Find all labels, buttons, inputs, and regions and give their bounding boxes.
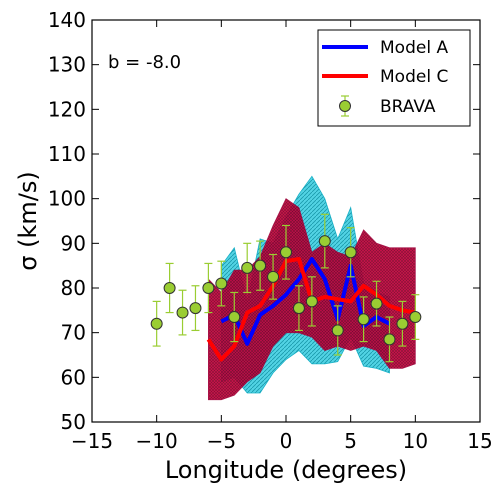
y-tick-label: 80 bbox=[61, 276, 86, 300]
x-tick-label: 5 bbox=[344, 429, 357, 453]
brava-point bbox=[215, 277, 228, 290]
y-tick-label: 140 bbox=[48, 8, 86, 32]
brava-point bbox=[357, 313, 370, 326]
brava-point bbox=[370, 297, 383, 310]
legend-marker-brava bbox=[339, 100, 351, 112]
brava-point bbox=[305, 295, 318, 308]
brava-point bbox=[344, 246, 357, 259]
x-tick-label: 15 bbox=[467, 429, 492, 453]
y-tick-label: 70 bbox=[61, 321, 86, 345]
y-tick-label: 100 bbox=[48, 187, 86, 211]
y-tick-label: 90 bbox=[61, 231, 86, 255]
brava-points bbox=[150, 213, 422, 363]
legend-label-model-c: Model C bbox=[380, 67, 448, 87]
brava-point bbox=[189, 302, 202, 315]
brava-point bbox=[163, 282, 176, 294]
brava-point bbox=[396, 317, 409, 330]
y-tick-label: 60 bbox=[61, 365, 86, 389]
brava-point bbox=[331, 324, 344, 337]
y-tick-label: 130 bbox=[48, 53, 86, 77]
brava-point bbox=[150, 317, 163, 330]
brava-point bbox=[267, 270, 280, 283]
y-tick-label: 110 bbox=[48, 142, 86, 166]
legend-label-brava: BRAVA bbox=[380, 97, 436, 117]
y-axis-label: σ (km/s) bbox=[14, 171, 42, 270]
brava-point bbox=[318, 235, 331, 248]
legend: Model A Model C BRAVA bbox=[317, 29, 471, 127]
x-tick-label: −15 bbox=[71, 429, 113, 453]
brava-point bbox=[241, 261, 254, 274]
brava-point bbox=[383, 333, 396, 346]
x-tick-label: −10 bbox=[136, 429, 178, 453]
x-tick-label: 0 bbox=[280, 429, 293, 453]
x-tick-label: 10 bbox=[403, 429, 428, 453]
brava-point bbox=[228, 311, 241, 324]
x-tick-label: −5 bbox=[207, 429, 236, 453]
brava-point bbox=[202, 282, 215, 294]
x-axis-label: Longitude (degrees) bbox=[165, 456, 407, 484]
brava-point bbox=[176, 306, 189, 319]
y-tick-label: 120 bbox=[48, 97, 86, 121]
legend-label-model-a: Model A bbox=[380, 38, 448, 58]
brava-point bbox=[292, 302, 305, 315]
brava-point bbox=[254, 259, 267, 272]
brava-point bbox=[409, 311, 422, 324]
brava-point bbox=[280, 246, 292, 259]
annotation-text: b = -8.0 bbox=[108, 52, 181, 73]
y-tick-label: 50 bbox=[61, 410, 86, 434]
axis-ticks: −15 −10 −5 0 5 10 15 50 60 70 80 90 100 110 120 130 140 bbox=[48, 8, 493, 453]
